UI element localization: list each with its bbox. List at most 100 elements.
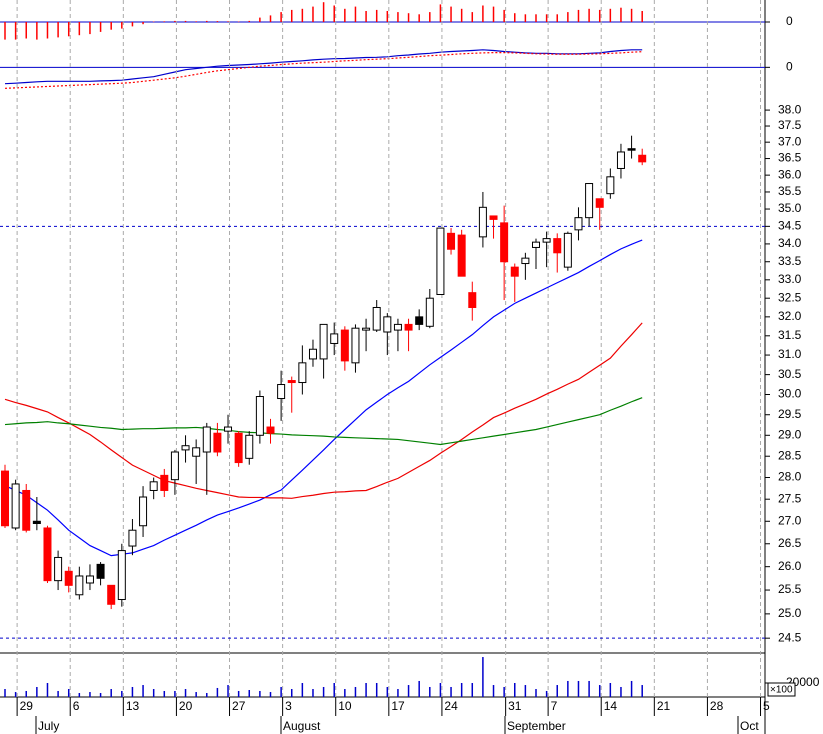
bar	[25, 22, 27, 39]
y-tick-label: 35.5	[778, 184, 802, 198]
bar	[418, 680, 420, 697]
bar	[259, 690, 261, 697]
candle-body	[245, 434, 254, 459]
bar	[630, 8, 633, 22]
candle-body	[266, 426, 275, 434]
bar	[418, 14, 420, 22]
candle-body	[181, 445, 190, 451]
bar	[46, 683, 49, 697]
y-tick-label: 27.0	[778, 513, 802, 527]
candle-body	[202, 426, 211, 453]
month-label: August	[283, 719, 321, 733]
bar	[375, 9, 378, 22]
bar	[503, 686, 505, 697]
y-tick-label: 0	[786, 14, 793, 28]
candle-body	[319, 323, 328, 360]
y-tick-label: 35.0	[778, 201, 802, 215]
bar	[322, 2, 325, 22]
bar	[227, 685, 229, 697]
bar	[4, 689, 6, 697]
candle-body	[255, 396, 264, 436]
bar	[556, 14, 558, 22]
candle-body	[213, 432, 222, 453]
bar	[460, 8, 463, 22]
bar	[57, 22, 59, 38]
candle-body	[298, 362, 307, 384]
bar	[269, 692, 272, 697]
y-tick-label: 37.5	[778, 118, 802, 132]
bar	[206, 693, 208, 697]
candle-body	[393, 323, 402, 331]
bar	[492, 685, 495, 697]
month-label: September	[507, 719, 566, 733]
candle-body	[457, 234, 466, 277]
x-tick-label: 31	[508, 699, 522, 713]
candle-body	[500, 222, 509, 263]
candle-body	[32, 520, 41, 525]
month-label: July	[38, 719, 59, 733]
candle-body	[1, 470, 9, 527]
candle-body	[468, 292, 477, 308]
bar	[354, 6, 357, 22]
candle-body	[447, 232, 456, 250]
candle-body	[308, 348, 317, 360]
y-tick-label: 33.5	[778, 254, 802, 268]
bar	[375, 683, 378, 697]
bar	[14, 692, 17, 697]
bar	[301, 8, 304, 22]
candle-body	[224, 426, 233, 432]
y-tick-label: 32.5	[778, 290, 802, 304]
candle-body	[616, 151, 625, 169]
bar	[131, 686, 134, 697]
bar	[216, 21, 219, 22]
bar	[280, 686, 282, 697]
y-tick-label: 33.0	[778, 272, 802, 286]
bar	[227, 21, 229, 22]
candle-body	[532, 241, 540, 248]
bar	[312, 689, 314, 697]
candle-body	[595, 198, 604, 208]
bar	[131, 22, 134, 27]
y-tick-label: 29.5	[778, 407, 802, 421]
y-tick-label: 30.5	[778, 367, 802, 381]
candle-body	[425, 297, 434, 327]
bar	[397, 689, 399, 697]
candle-body	[510, 266, 519, 277]
x-tick-label: 5	[763, 699, 770, 713]
bar	[163, 690, 166, 697]
bar	[354, 686, 357, 697]
candle-body	[54, 556, 63, 582]
y-tick-label: 26.5	[778, 536, 802, 550]
bar	[110, 689, 112, 697]
bar	[524, 685, 527, 697]
candle-body	[383, 316, 392, 333]
bar	[620, 686, 622, 697]
candle-body	[542, 238, 551, 243]
y-tick-label: 28.0	[778, 470, 802, 484]
bar	[588, 8, 590, 22]
bar	[598, 685, 601, 697]
y-tick-label: 29.0	[778, 427, 802, 441]
candle-body	[96, 563, 105, 579]
bar	[142, 22, 144, 25]
bar	[4, 22, 6, 40]
bar	[174, 690, 176, 697]
bar	[248, 690, 251, 697]
bar	[99, 693, 102, 697]
bar	[121, 690, 123, 697]
bar	[163, 21, 166, 22]
candle-body	[627, 148, 636, 151]
x-tick-label: 29	[20, 699, 34, 713]
y-tick-label: 36.0	[778, 167, 802, 181]
bar	[609, 8, 612, 22]
bar	[545, 690, 548, 697]
bar	[524, 14, 527, 22]
bar	[482, 657, 484, 697]
bar	[588, 680, 590, 697]
bar	[99, 22, 102, 32]
x-tick-label: 10	[338, 699, 352, 713]
bar	[429, 686, 431, 697]
candle-body	[117, 550, 126, 601]
candle-body	[606, 176, 615, 195]
y-tick-label: 0	[786, 60, 793, 74]
